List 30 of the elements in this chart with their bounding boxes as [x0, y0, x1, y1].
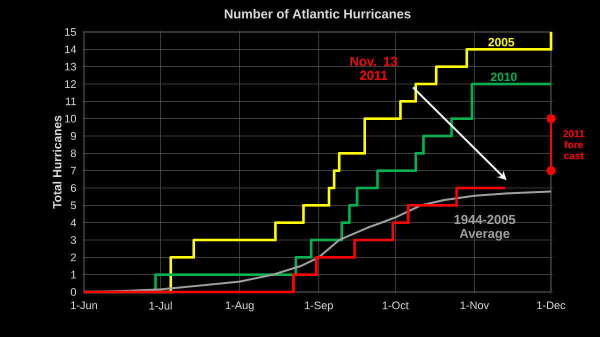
- x-tick-label: 1-Sep: [304, 302, 333, 312]
- series-label: 2011 fore cast: [563, 130, 584, 160]
- y-tick-label: 7: [70, 166, 76, 174]
- y-tick-label: 13: [65, 62, 76, 71]
- x-tick-label: 1-Aug: [226, 302, 254, 312]
- y-tick-label: 5: [70, 202, 76, 210]
- y-tick-label: 4: [70, 218, 76, 226]
- y-tick-label: 1: [71, 270, 76, 278]
- annotation: Nov. 13 2011: [350, 56, 398, 80]
- y-tick-label: 0: [70, 288, 76, 296]
- x-tick-label: 1-Dec: [537, 302, 566, 310]
- y-tick-label: 8: [70, 149, 76, 158]
- series-label: 1944-2005 Average: [454, 214, 516, 241]
- series-label: 2010: [490, 72, 517, 82]
- y-tick-label: 14: [65, 46, 76, 54]
- y-tick-label: 11: [66, 98, 76, 106]
- x-tick-label: 1-Jun: [71, 302, 97, 310]
- y-tick-label: 15: [65, 28, 76, 36]
- x-tick-label: 1-Nov: [460, 302, 490, 310]
- y-axis-title: Total Hurricanes: [52, 116, 62, 209]
- series-label: 2005: [488, 38, 514, 46]
- y-tick-label: 10: [65, 114, 76, 123]
- chart-title: Number of Atlantic Hurricanes: [224, 8, 411, 18]
- x-tick-label: 1-Oct: [382, 302, 409, 310]
- y-tick-label: 9: [70, 132, 76, 140]
- y-tick-label: 2: [70, 254, 76, 262]
- x-tick-label: 1-Jul: [150, 302, 172, 310]
- y-tick-label: 3: [70, 236, 76, 244]
- y-tick-label: 6: [70, 184, 76, 192]
- y-tick-label: 12: [65, 80, 76, 88]
